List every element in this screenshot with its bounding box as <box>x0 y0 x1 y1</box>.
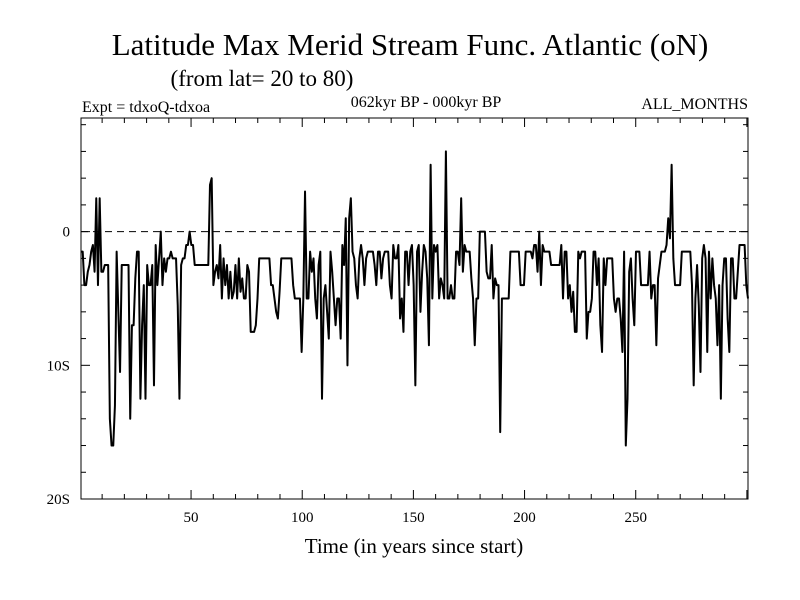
expt-label: Expt = tdxoQ-tdxoa <box>82 99 210 116</box>
series-line <box>81 150 749 447</box>
x-tick-labels: 50 100 150 200 250 <box>184 510 647 526</box>
chart-title: Latitude Max Merid Stream Func. Atlantic… <box>112 27 709 62</box>
y-tick-label: 10S <box>47 358 70 374</box>
x-tick-label: 150 <box>402 510 425 526</box>
x-tick-label: 200 <box>513 510 536 526</box>
x-tick-label: 250 <box>624 510 647 526</box>
y-tick-label: 0 <box>63 225 71 241</box>
axis-ticks <box>81 118 748 500</box>
period-label: 062kyr BP - 000kyr BP <box>351 94 502 111</box>
x-tick-label: 50 <box>184 510 199 526</box>
plot-frame <box>80 117 749 500</box>
x-axis-label: Time (in years since start) <box>305 534 524 558</box>
x-tick-label: 100 <box>291 510 314 526</box>
series-group <box>81 150 749 447</box>
chart-subtitle: (from lat= 20 to 80) <box>171 66 354 91</box>
y-tick-label: 20S <box>47 492 70 508</box>
y-tick-labels: 0 10S 20S <box>47 225 70 508</box>
months-label: ALL_MONTHS <box>641 96 748 113</box>
